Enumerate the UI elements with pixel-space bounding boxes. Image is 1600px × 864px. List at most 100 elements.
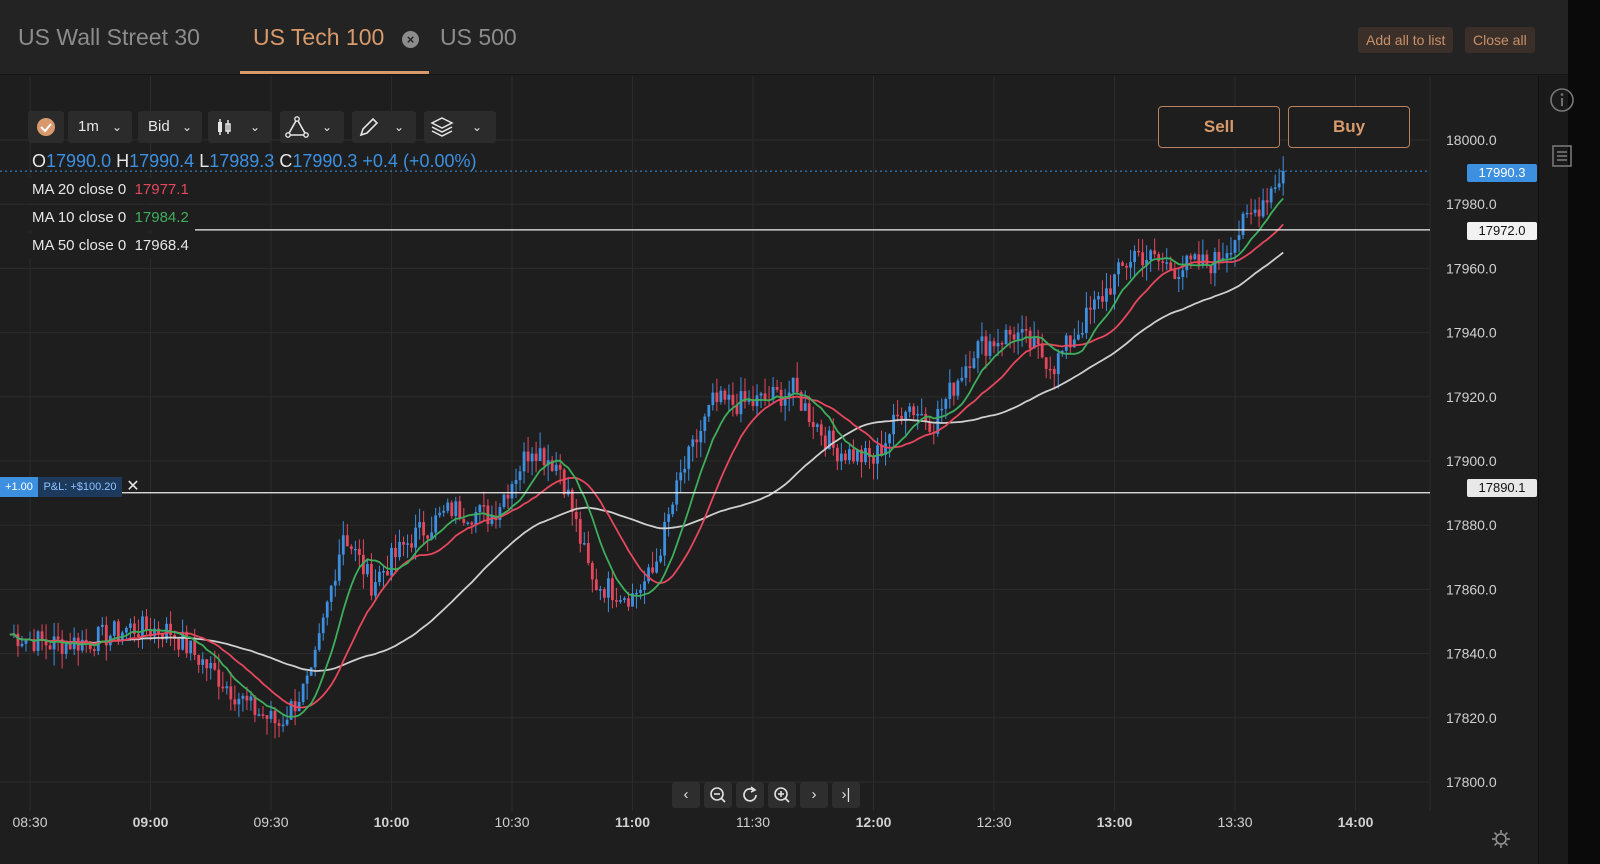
indicator-ma10[interactable]: MA 10 close 0 17984.2 <box>0 205 195 231</box>
high-value: 17990.4 <box>129 151 195 171</box>
chart-type-select[interactable]: ⌄ <box>208 111 272 143</box>
price-chart[interactable]: 18000.0 17980.0 17960.0 17940.0 17920.0 17900… <box>0 76 1538 864</box>
zoom-out-button[interactable] <box>704 782 732 808</box>
horizontal-line-price-tag[interactable]: 17972.0 <box>1467 222 1537 240</box>
candle-body <box>1060 350 1064 354</box>
orders-icon[interactable] <box>1549 143 1575 169</box>
candle-body <box>639 589 642 593</box>
candle-body <box>410 543 413 548</box>
candle-body <box>896 414 899 417</box>
indicator-value: 17984.2 <box>134 209 189 226</box>
candle-body <box>1068 335 1072 348</box>
candle-body <box>181 631 185 650</box>
candle-body <box>743 391 747 402</box>
close-position-icon[interactable]: ✕ <box>126 478 140 495</box>
chevron-down-icon: ⌄ <box>394 120 405 134</box>
scroll-left-button[interactable]: ‹ <box>672 782 700 808</box>
candle-body <box>353 548 357 551</box>
candle-body <box>819 424 823 436</box>
candle-body <box>984 336 988 356</box>
candle-body <box>980 336 984 342</box>
candle-body <box>687 446 691 469</box>
candle-body <box>827 430 831 449</box>
candle-body <box>470 522 474 525</box>
info-icon[interactable] <box>1549 87 1575 113</box>
candle-body <box>880 445 883 455</box>
candle-body <box>783 396 787 406</box>
candle-body <box>522 451 526 472</box>
candle-body <box>269 710 273 719</box>
candle-body <box>1036 337 1040 345</box>
candle-body <box>450 502 454 517</box>
candle-body <box>996 342 1000 347</box>
y-tick-label: 17840.0 <box>1446 646 1497 662</box>
zoom-in-button[interactable] <box>768 782 796 808</box>
x-tick-label: 12:00 <box>856 814 892 830</box>
x-tick-label: 12:30 <box>976 814 1011 830</box>
close-all-button[interactable]: Close all <box>1465 27 1535 53</box>
annotation-tools-select[interactable]: ⌄ <box>352 111 416 143</box>
candle-body <box>257 714 261 716</box>
tab-us-wall-street-30[interactable]: US Wall Street 30 <box>18 24 200 50</box>
add-all-to-list-button[interactable]: Add all to list <box>1358 27 1454 53</box>
settings-icon[interactable] <box>1491 829 1511 849</box>
candle-body <box>723 390 727 400</box>
candle-body <box>366 563 369 575</box>
drawing-icon <box>285 116 309 138</box>
candle-body <box>1197 254 1201 266</box>
indicator-ma20[interactable]: MA 20 close 0 17977.1 <box>0 177 195 203</box>
candle-body <box>281 724 285 727</box>
candle-body <box>169 623 172 635</box>
sell-button[interactable]: Sell <box>1158 106 1280 148</box>
chart-settings-toggle[interactable] <box>28 111 64 143</box>
chart-area[interactable] <box>0 76 1538 864</box>
candle-body <box>357 548 361 555</box>
candle-body <box>141 616 144 638</box>
candle-body <box>370 563 373 596</box>
candle-body <box>791 377 795 393</box>
tab-close-icon[interactable]: × <box>402 31 419 48</box>
reset-chart-button[interactable] <box>736 782 764 808</box>
candle-body <box>1004 329 1008 345</box>
buy-button[interactable]: Buy <box>1288 106 1410 148</box>
position-price-tag[interactable]: 17890.1 <box>1467 479 1537 497</box>
candle-body <box>1193 254 1197 260</box>
candle-body <box>731 394 735 405</box>
drawing-tools-select[interactable]: ⌄ <box>280 111 344 143</box>
candle-body <box>56 636 60 640</box>
candle-body <box>1161 261 1165 263</box>
candle-body <box>534 453 538 461</box>
candle-body <box>992 341 996 347</box>
tab-us-tech-100[interactable]: US Tech 100 <box>253 24 385 50</box>
price-type-select[interactable]: Bid ⌄ <box>138 111 202 143</box>
x-tick-label: 08:30 <box>12 814 47 830</box>
candle-body <box>1217 252 1221 261</box>
chevron-down-icon: ⌄ <box>250 120 261 134</box>
candle-body <box>900 415 904 422</box>
candle-body <box>245 695 249 701</box>
layers-select[interactable]: ⌄ <box>424 111 496 143</box>
candle-body <box>659 555 663 562</box>
candle-body <box>1169 262 1173 270</box>
candle-body <box>60 639 64 654</box>
scroll-right-button[interactable]: › <box>800 782 828 808</box>
candle-body <box>615 600 618 602</box>
candle-body <box>96 626 100 652</box>
candle-body <box>1016 332 1020 340</box>
current-price-tag: 17990.3 <box>1467 164 1537 182</box>
candle-body <box>361 554 365 575</box>
candle-body <box>968 366 972 369</box>
tab-us-500[interactable]: US 500 <box>440 24 517 50</box>
indicator-ma50[interactable]: MA 50 close 0 17968.4 <box>0 233 195 259</box>
candle-body <box>1281 171 1285 184</box>
candle-body <box>434 515 438 533</box>
candle-body <box>1056 353 1060 375</box>
scroll-to-latest-button[interactable]: ›| <box>832 782 860 808</box>
candle-body <box>795 377 799 393</box>
candle-body <box>514 480 518 484</box>
candle-body <box>116 621 120 640</box>
y-tick-label: 18000.0 <box>1446 132 1497 148</box>
interval-select[interactable]: 1m ⌄ <box>68 111 132 143</box>
candle-body <box>852 449 855 462</box>
candle-body <box>843 453 847 461</box>
